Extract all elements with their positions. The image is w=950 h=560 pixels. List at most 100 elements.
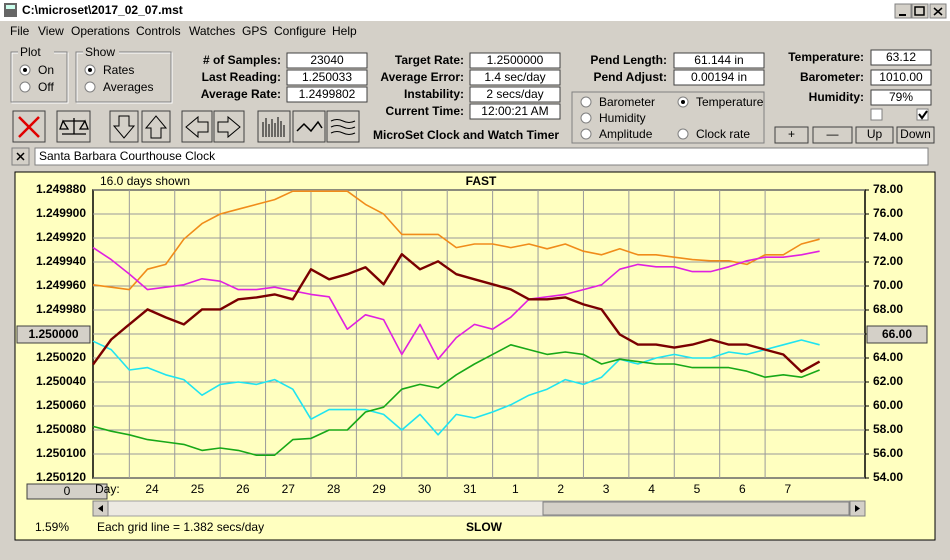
grid-note: Each grid line = 1.382 secs/day	[97, 520, 264, 534]
balance-icon	[59, 118, 89, 135]
radio-label: Averages	[103, 80, 153, 94]
window-controls[interactable]	[894, 3, 947, 19]
field-label: Pend Length:	[590, 53, 667, 67]
caption: MicroSet Clock and Watch Timer	[373, 128, 559, 142]
x-tick-label: 31	[463, 482, 477, 496]
radio-label: Off	[38, 80, 54, 94]
radio-label: Rates	[103, 63, 134, 77]
legend-label[interactable]: Amplitude	[599, 127, 653, 141]
field-box	[870, 89, 932, 106]
radio-button[interactable]	[84, 81, 96, 93]
x-tick-label: 4	[648, 482, 655, 496]
button-label: —	[827, 127, 839, 141]
menu-item[interactable]: Operations	[71, 24, 130, 38]
x-tick-label: 29	[372, 482, 386, 496]
axis-button-label: 1.250000	[28, 327, 78, 341]
button-label: +	[788, 127, 795, 141]
menu-item[interactable]: Watches	[189, 24, 235, 38]
series-line	[92, 190, 820, 291]
maximize-glyph	[914, 6, 925, 16]
left-icon	[185, 115, 209, 139]
x-tick-label: 30	[418, 482, 432, 496]
offset-label: 0	[64, 484, 71, 498]
y2-tick-label: 62.00	[873, 374, 903, 388]
up-icon	[144, 115, 168, 139]
radio-button[interactable]	[677, 128, 689, 140]
button[interactable]	[896, 126, 935, 144]
menu-item[interactable]: GPS	[242, 24, 267, 38]
bars-icon	[262, 117, 285, 137]
y2-tick-label: 64.00	[873, 350, 903, 364]
field-box	[673, 52, 765, 69]
x-tick-label: 27	[282, 482, 296, 496]
y-tick-label: 1.250080	[36, 422, 86, 436]
field-label: Barometer:	[800, 70, 864, 84]
x-tick-label: 3	[603, 482, 610, 496]
group-title: Show	[85, 45, 115, 59]
field-value: 1010.00	[879, 70, 923, 84]
x-tick-label: 24	[145, 482, 159, 496]
field-label: Average Rate:	[201, 87, 281, 101]
menu-item[interactable]: File	[10, 24, 30, 38]
field-label: Last Reading:	[202, 70, 281, 84]
legend-label[interactable]: Temperature	[696, 95, 764, 109]
legend-label[interactable]: Humidity	[599, 111, 646, 125]
field-box	[469, 86, 561, 103]
x-tick-label: 1	[512, 482, 519, 496]
axis-button[interactable]	[866, 325, 928, 344]
field-box	[469, 103, 561, 120]
x-tick-label: 6	[739, 482, 746, 496]
y2-tick-label: 78.00	[873, 182, 903, 196]
menu-item[interactable]: Controls	[136, 24, 181, 38]
field-box	[469, 69, 561, 86]
down-icon	[112, 115, 136, 139]
offset-button[interactable]	[26, 483, 108, 500]
waves-icon	[330, 119, 356, 135]
scrollbar-thumb[interactable]	[542, 501, 850, 516]
radio-button[interactable]	[19, 81, 31, 93]
field-box	[673, 69, 765, 86]
clear-glyph	[16, 152, 25, 161]
radio-button[interactable]	[580, 112, 592, 124]
legend-label[interactable]: Barometer	[599, 95, 655, 109]
checkbox[interactable]	[870, 108, 883, 121]
field-value: 1.250033	[302, 70, 352, 84]
group-box	[75, 51, 172, 103]
button[interactable]	[812, 126, 853, 144]
menu-item[interactable]: Help	[332, 24, 357, 38]
series-line	[92, 246, 820, 360]
menu-item[interactable]: Configure	[274, 24, 326, 38]
radio-label: On	[38, 63, 54, 77]
radio-button[interactable]	[580, 96, 592, 108]
radio-button[interactable]	[580, 128, 592, 140]
axis-button[interactable]	[16, 325, 91, 344]
legend-label[interactable]: Clock rate	[696, 127, 750, 141]
x-tick-label: 25	[191, 482, 205, 496]
button-label: Down	[900, 127, 931, 141]
field-value: 79%	[889, 90, 913, 104]
checkmark	[918, 110, 928, 120]
chart-title: FAST	[466, 174, 497, 188]
y-tick-label: 1.250060	[36, 398, 86, 412]
scroll-arrow	[98, 505, 103, 512]
button[interactable]	[774, 126, 809, 144]
field-value: 61.144 in	[694, 53, 743, 67]
days-shown: 16.0 days shown	[100, 174, 190, 188]
toolbar-button[interactable]	[292, 110, 326, 143]
checkbox[interactable]	[916, 108, 929, 121]
button[interactable]	[855, 126, 894, 144]
wave-icon	[296, 120, 323, 133]
y-tick-label: 1.249980	[36, 302, 86, 316]
field-box	[870, 69, 932, 86]
right-icon	[217, 115, 241, 139]
window-title: C:\microset\2017_02_07.mst	[22, 3, 183, 17]
clock-name-field[interactable]	[34, 147, 929, 166]
menu-item[interactable]: View	[38, 24, 64, 38]
group-title: Plot	[20, 45, 41, 59]
field-box	[870, 49, 932, 66]
field-value: 1.4 sec/day	[484, 70, 545, 84]
axis-button-label: 66.00	[882, 327, 912, 341]
clock-name: Santa Barbara Courthouse Clock	[39, 149, 216, 163]
